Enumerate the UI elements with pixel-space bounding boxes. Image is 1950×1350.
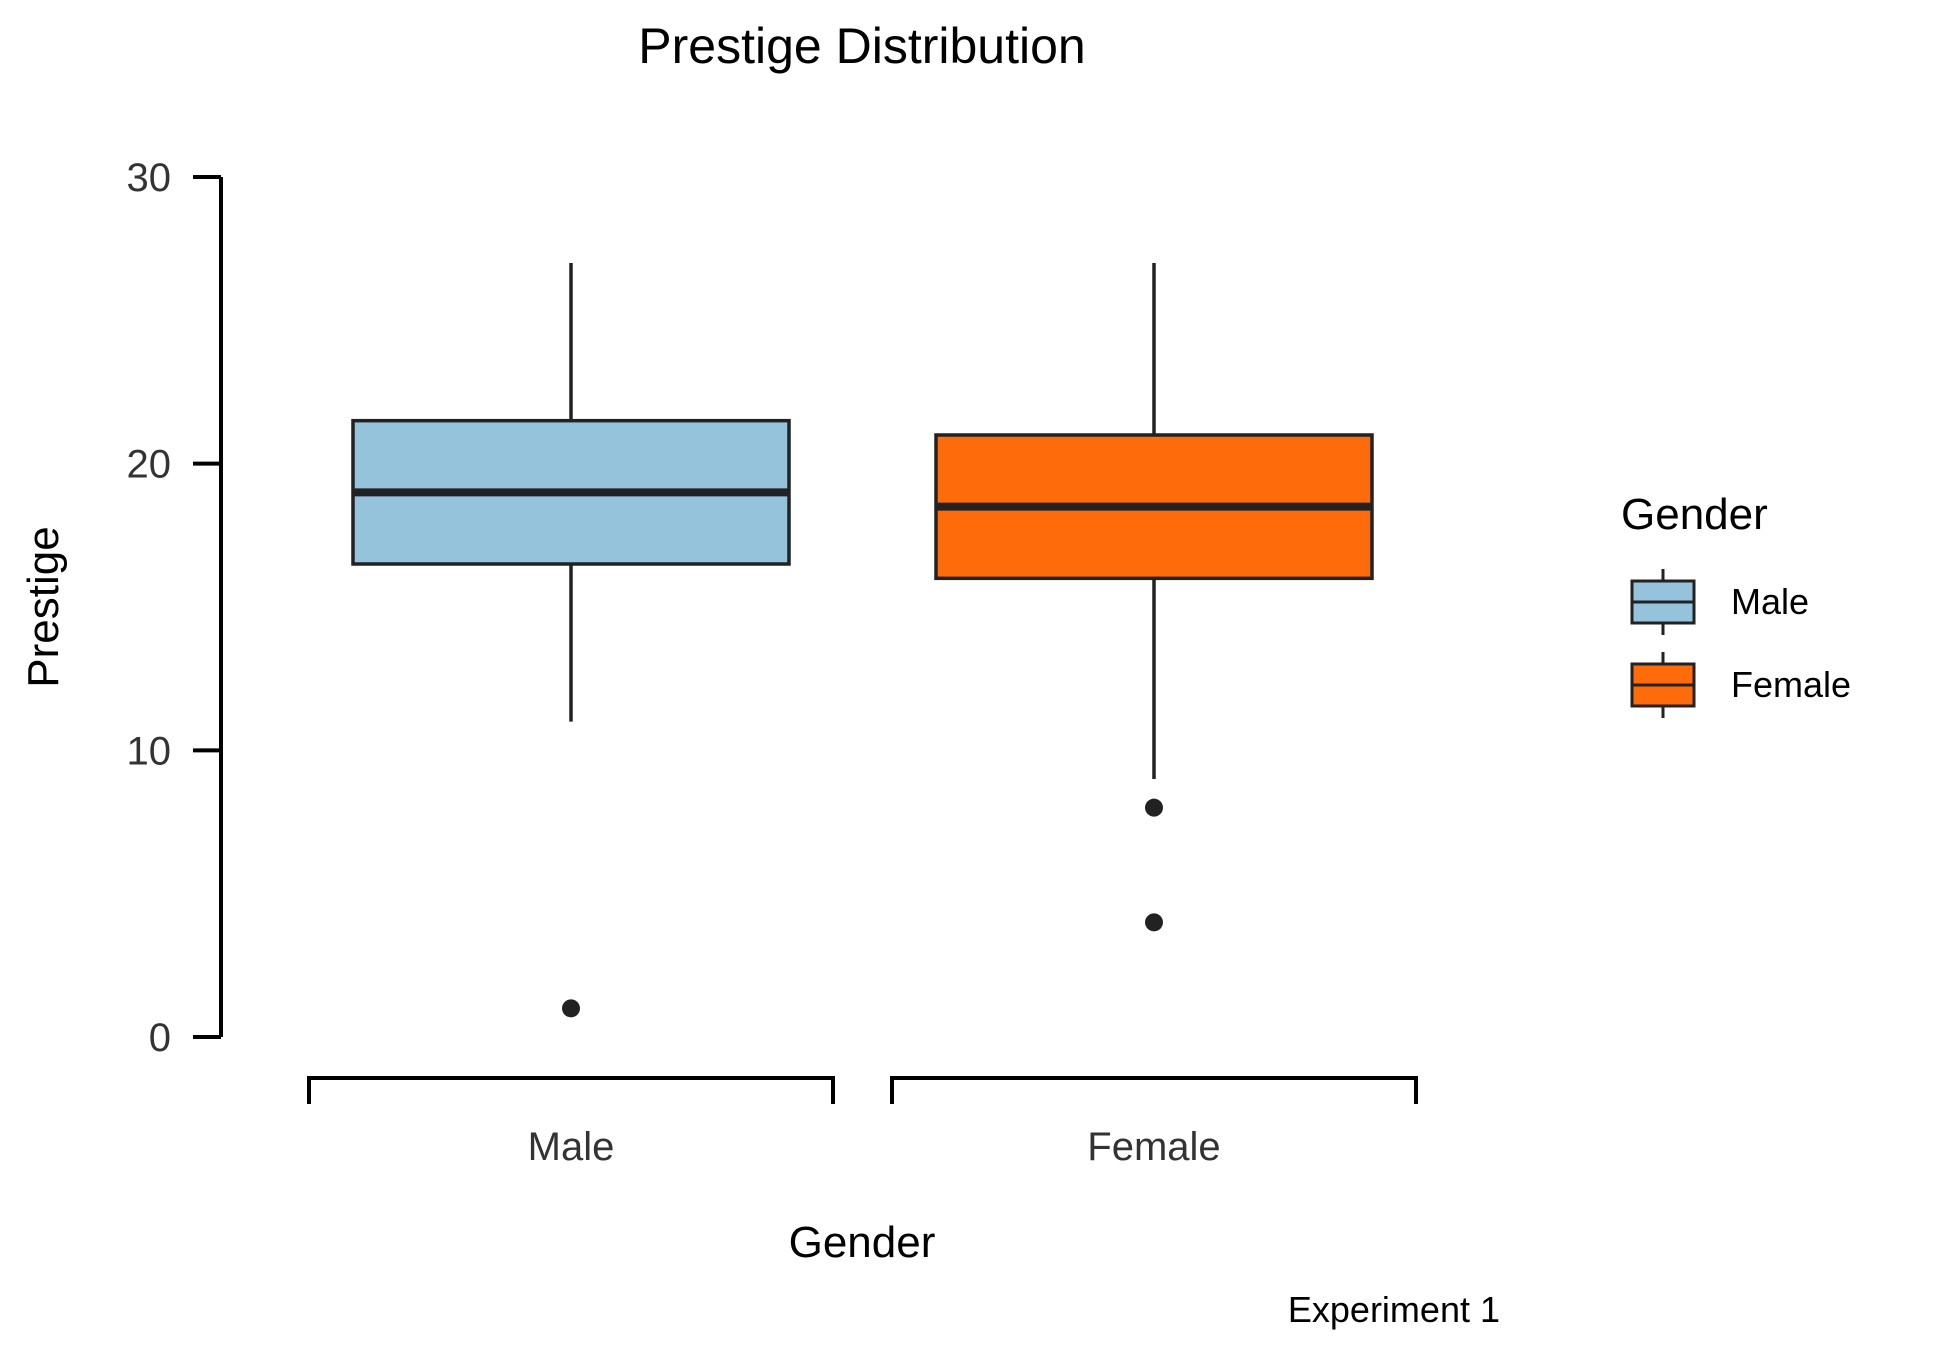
boxes (351, 263, 1374, 1018)
box-female (934, 263, 1374, 932)
y-axis-title: Prestige (19, 526, 68, 687)
y-axis-ticks: 0 10 20 30 (127, 156, 221, 1060)
legend-item-female: Female (1630, 652, 1851, 718)
outlier-1-1 (1145, 913, 1163, 932)
legend-label-0: Male (1731, 581, 1809, 622)
x-tick-label-1: Female (1087, 1125, 1220, 1169)
x-bracket-1 (890, 1076, 1418, 1104)
box-male (351, 263, 791, 1018)
x-axis: Male Female (307, 1076, 1418, 1169)
chart-title: Prestige Distribution (638, 18, 1085, 74)
x-bracket-0 (307, 1076, 835, 1104)
y-tick-label-3: 30 (127, 156, 172, 200)
y-tick-label-1: 10 (127, 729, 172, 773)
x-axis-title: Gender (789, 1218, 936, 1267)
x-tick-label-0: Male (528, 1125, 615, 1169)
y-axis: 0 10 20 30 (127, 156, 223, 1060)
legend-item-male: Male (1630, 569, 1809, 635)
legend-label-1: Female (1731, 664, 1851, 705)
legend-items: Male Female (1630, 569, 1851, 718)
outlier-1-0 (1145, 798, 1163, 817)
legend-title: Gender (1621, 490, 1768, 539)
outlier-0-0 (562, 999, 580, 1018)
y-tick-label-0: 0 (149, 1016, 171, 1060)
legend: Gender Male Female (1621, 490, 1851, 718)
caption: Experiment 1 (1288, 1289, 1500, 1330)
y-tick-label-2: 20 (127, 443, 172, 487)
